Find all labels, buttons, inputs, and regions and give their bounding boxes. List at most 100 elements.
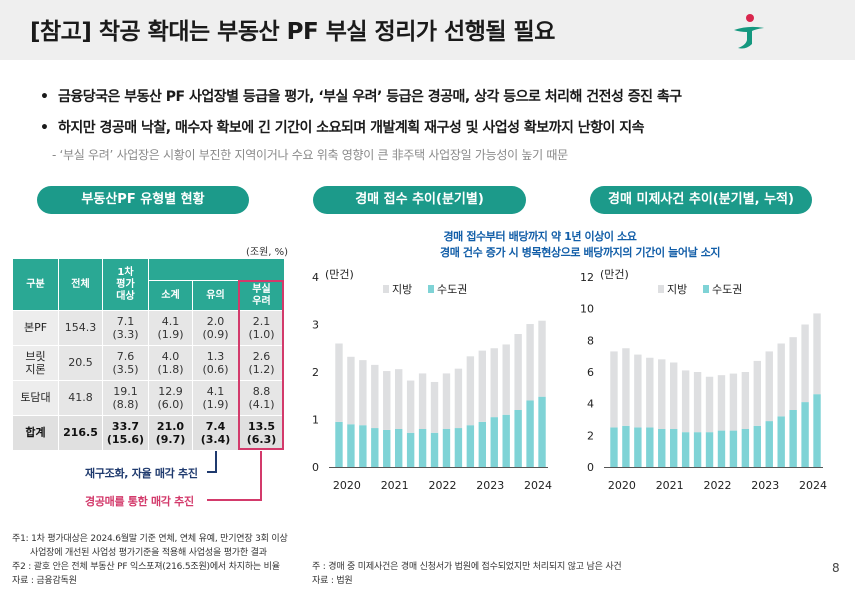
- table-unit: (조원, %): [246, 247, 289, 258]
- source-right: 자료 : 법원: [312, 576, 353, 586]
- table-title-pill: 부동산PF 유형별 현황: [37, 186, 249, 214]
- cell-first: 33.7 (15.6): [102, 415, 149, 451]
- bank-logo-icon: [734, 14, 764, 49]
- cell-total: 41.8: [58, 380, 103, 416]
- bar-regional: [789, 337, 797, 410]
- x-tick-label: 2023: [751, 479, 779, 492]
- bar-capital: [658, 429, 666, 467]
- y-tick-label: 0: [312, 461, 319, 474]
- bar-regional: [646, 357, 654, 428]
- bar-capital: [717, 430, 726, 467]
- col-header-total: 전체: [58, 258, 103, 311]
- x-tick-label: 2020: [608, 479, 636, 492]
- annotation-restructure: 재구조화, 자율 매각 추진: [85, 467, 198, 480]
- y-tick-label: 4: [312, 271, 319, 284]
- cell-total: 216.5: [58, 415, 103, 451]
- footnote-1: 주1: 1차 평가대상은 2024.6월말 기준 연체, 연체 유예, 만기연장…: [12, 534, 288, 544]
- bar-regional: [681, 370, 690, 433]
- bar-regional: [765, 351, 773, 422]
- bar-capital: [347, 424, 355, 467]
- bullet-1: • 금융당국은 부동산 PF 사업장별 등급을 평가, ‘부실 우려’ 등급은 경…: [40, 89, 682, 105]
- x-tick-label: 2024: [524, 479, 552, 492]
- risk-column-highlight: [238, 280, 284, 450]
- bar-capital: [454, 428, 463, 467]
- y-tick-label: 2: [587, 429, 594, 442]
- bar-regional: [466, 356, 475, 426]
- legend-swatch-regional: [383, 285, 389, 293]
- bar-regional: [383, 371, 391, 430]
- pending-title-pill: 경매 미제사건 추이(분기별, 누적): [590, 186, 812, 214]
- connector-line-auction: [260, 451, 262, 501]
- bar-capital: [478, 421, 487, 467]
- bar-capital: [538, 396, 546, 467]
- y-axis-label: (만건): [600, 268, 629, 281]
- legend-label-regional: 지방: [392, 283, 412, 296]
- pf-status-table: 구분 전체 1차 평가 대상 소계 유의 부실 우려 본PF 154.3 7.1…: [12, 258, 286, 451]
- chart-annotation-line2: 경매 건수 증가 시 병목현상으로 배당까지의 기간이 늘어날 소지: [440, 246, 721, 259]
- pending-cases-chart: 0 2 4 6 8 10 12 (만건) 2020 2021 2022 2023 2024 지방 수도권: [580, 268, 827, 492]
- sub-note: - ‘부실 우려’ 사업장은 시황이 부진한 지역이거나 수요 위축 영향이 큰…: [52, 148, 568, 162]
- bar-capital: [646, 427, 654, 467]
- bar-regional: [490, 348, 498, 418]
- bar-regional: [658, 359, 666, 429]
- footnote-1-cont: 사업장에 개선된 사업성 평가기준을 적용해 사업성을 평가한 결과: [30, 548, 267, 558]
- y-tick-label: 3: [312, 319, 319, 332]
- bar-capital: [490, 417, 498, 467]
- bar-capital: [371, 428, 379, 467]
- cell-first: 7.6 (3.5): [102, 345, 149, 381]
- y-axis-label: (만건): [325, 268, 354, 281]
- bar-regional: [335, 343, 343, 422]
- bar-capital: [634, 427, 642, 467]
- legend-swatch-capital: [428, 285, 434, 293]
- cell-caution: 7.4 (3.4): [192, 415, 239, 451]
- bar-regional: [777, 343, 785, 417]
- col-header-caution: 유의: [192, 280, 239, 311]
- cell-first: 19.1 (8.8): [102, 380, 149, 416]
- bar-regional: [705, 376, 714, 433]
- y-tick-label: 2: [312, 366, 319, 379]
- bar-capital: [383, 429, 391, 467]
- bar-capital: [741, 429, 750, 467]
- x-tick-label: 2020: [333, 479, 361, 492]
- bar-capital: [813, 394, 821, 467]
- legend-swatch-capital: [703, 285, 709, 293]
- bar-regional: [406, 380, 415, 433]
- cell-caution: 1.3 (0.6): [192, 345, 239, 381]
- bar-regional: [478, 350, 487, 422]
- cell-sub: 12.9 (6.0): [148, 380, 193, 416]
- bar-capital: [753, 425, 762, 467]
- bar-regional: [514, 334, 522, 410]
- bar-regional: [347, 356, 355, 425]
- connector-line-auction-h: [207, 499, 262, 501]
- bar-regional: [418, 373, 427, 429]
- x-tick-label: 2022: [703, 479, 731, 492]
- y-tick-label: 10: [580, 303, 594, 316]
- legend-label-capital: 수도권: [712, 283, 742, 296]
- bar-regional: [538, 320, 546, 397]
- y-tick-label: 1: [312, 414, 319, 427]
- y-tick-label: 8: [587, 334, 594, 347]
- bar-capital: [669, 429, 678, 467]
- y-tick-label: 12: [580, 271, 594, 284]
- page-title: [참고] 착공 확대는 부동산 PF 부실 정리가 선행될 필요: [30, 19, 555, 45]
- cell-caution: 2.0 (0.9): [192, 310, 239, 346]
- col-header-category: 구분: [12, 258, 59, 311]
- footnote-right: 주 : 경매 중 미제사건은 경매 신청서가 법원에 접수되었지만 처리되지 않…: [312, 562, 622, 572]
- table-row-total: 합계 216.5 33.7 (15.6) 21.0 (9.7) 7.4 (3.4…: [12, 415, 286, 451]
- bar-capital: [335, 421, 343, 467]
- table-row: 토담대 41.8 19.1 (8.8) 12.9 (6.0) 4.1 (1.9)…: [12, 380, 286, 416]
- cell-risk: 2.6 (1.2): [237, 345, 286, 381]
- x-tick-label: 2021: [381, 479, 409, 492]
- bar-capital: [526, 400, 534, 467]
- col-header-subtotal: 소계: [148, 280, 193, 311]
- bar-capital: [693, 432, 702, 467]
- bar-capital: [765, 421, 773, 467]
- bar-regional: [634, 354, 642, 428]
- bar-regional: [526, 324, 534, 401]
- bar-regional: [741, 372, 750, 429]
- bar-regional: [610, 351, 618, 428]
- bar-regional: [753, 360, 762, 426]
- y-tick-label: 4: [587, 398, 594, 411]
- x-tick-label: 2024: [799, 479, 827, 492]
- cell-caution: 4.1 (1.9): [192, 380, 239, 416]
